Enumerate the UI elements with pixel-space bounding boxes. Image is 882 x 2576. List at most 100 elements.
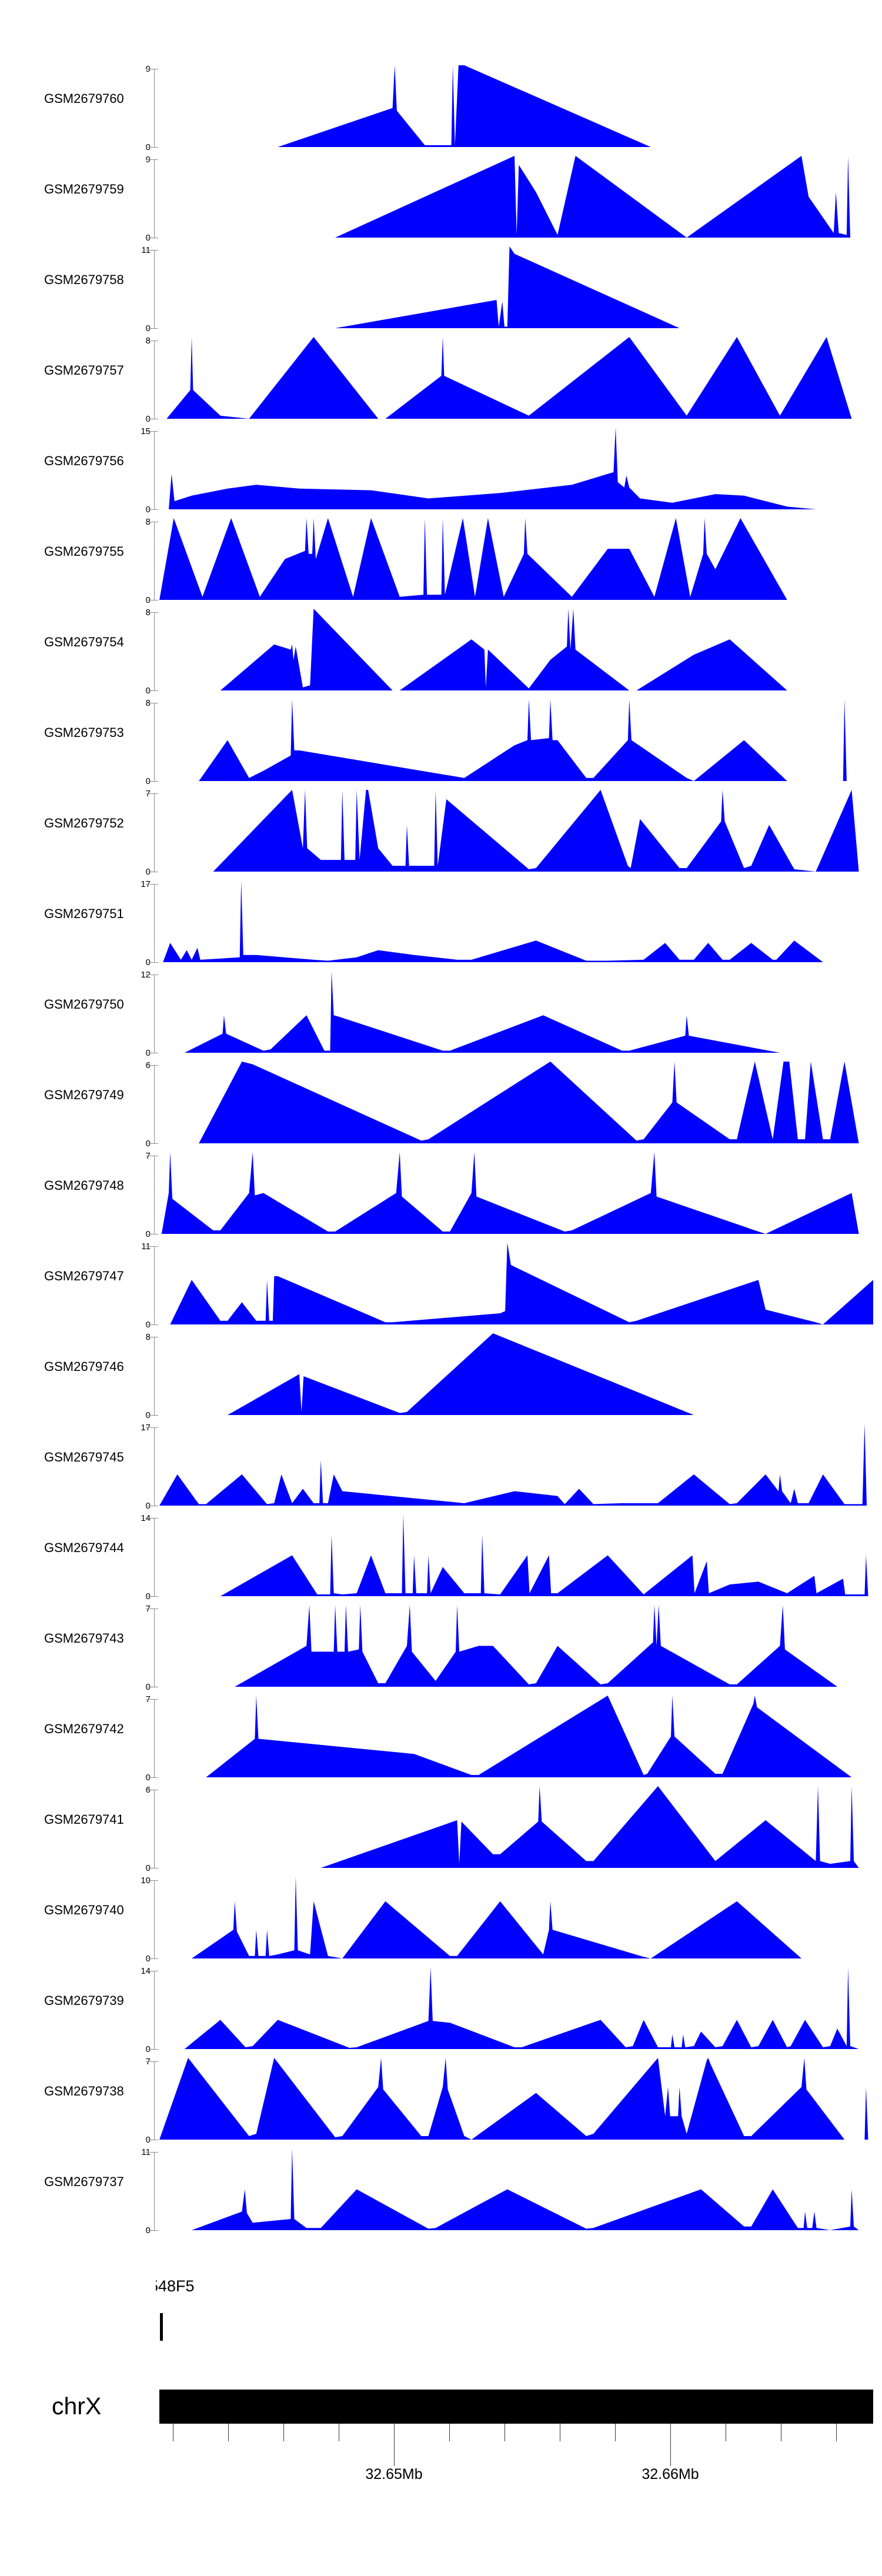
track-label: GSM2679737 <box>44 2174 124 2190</box>
track-label: GSM2679749 <box>44 1087 124 1103</box>
yaxis-top-tick <box>146 159 154 160</box>
annotation-feature-box <box>160 2313 163 2341</box>
yaxis-top-jog <box>154 250 158 251</box>
track-ymax-label: 15 <box>141 426 151 436</box>
yaxis-top-jog <box>154 431 158 432</box>
yaxis-top-jog <box>154 1427 158 1428</box>
track-label: GSM2679758 <box>44 272 124 288</box>
signal-area <box>156 1243 873 1324</box>
yaxis-line <box>154 2152 155 2230</box>
track-ymax-label: 14 <box>141 1966 151 1976</box>
track-row: GSM2679738 7 0 <box>0 2057 882 2148</box>
annotation-track-title-clip: 548F5 <box>156 2277 344 2298</box>
track-row: GSM2679741 6 0 <box>0 1785 882 1877</box>
signal-area <box>156 609 873 690</box>
track-ymin-label: 0 <box>106 414 151 424</box>
yaxis-bottom-jog <box>154 781 158 782</box>
track-ymin-label: 0 <box>106 867 151 877</box>
yaxis-line <box>154 1880 155 1958</box>
track-ymin-label: 0 <box>106 1501 151 1511</box>
track-row: GSM2679753 8 0 <box>0 698 882 790</box>
yaxis-top-tick <box>146 2061 154 2062</box>
yaxis-bottom-jog <box>154 1958 158 1959</box>
yaxis-line <box>154 2061 155 2140</box>
yaxis-top-jog <box>154 612 158 613</box>
yaxis-top-jog <box>154 1699 158 1700</box>
track-row: GSM2679746 8 0 <box>0 1332 882 1424</box>
yaxis-bottom-tick <box>146 1958 154 1959</box>
track-row: GSM2679752 7 0 <box>0 789 882 880</box>
signal-polygon <box>156 2058 873 2140</box>
signal-area <box>156 65 873 147</box>
yaxis-line <box>154 1337 155 1415</box>
yaxis-line <box>154 522 155 600</box>
yaxis-bottom-tick <box>146 781 154 782</box>
track-ymin-label: 0 <box>106 686 151 696</box>
track-label: GSM2679745 <box>44 1450 124 1465</box>
track-label: GSM2679739 <box>44 1993 124 2008</box>
track-ymin-label: 0 <box>106 1410 151 1420</box>
yaxis-bottom-jog <box>154 509 158 510</box>
signal-polygon <box>156 1967 873 2049</box>
signal-area <box>156 428 873 509</box>
yaxis-top-tick <box>146 1246 154 1247</box>
genome-axis-tick-label: 32.66Mb <box>642 2466 699 2482</box>
signal-polygon <box>156 1152 873 1234</box>
signal-area <box>156 518 873 600</box>
signal-polygon <box>156 1786 873 1868</box>
track-label: GSM2679751 <box>44 906 124 922</box>
yaxis-bottom-tick <box>146 1596 154 1597</box>
track-label: GSM2679746 <box>44 1359 124 1374</box>
yaxis-top-tick <box>146 612 154 613</box>
track-row: GSM2679759 9 0 <box>0 155 882 246</box>
track-ymax-label: 11 <box>141 2147 151 2157</box>
track-label: GSM2679741 <box>44 1812 124 1827</box>
track-row: GSM2679744 14 0 <box>0 1513 882 1605</box>
yaxis-line <box>154 159 155 238</box>
yaxis-top-tick <box>146 1065 154 1066</box>
track-ymax-label: 14 <box>141 1513 151 1523</box>
signal-polygon <box>156 1877 873 1958</box>
yaxis-line <box>154 793 155 872</box>
track-ymax-label: 7 <box>106 2057 151 2067</box>
yaxis-bottom-tick <box>146 962 154 963</box>
yaxis-top-tick <box>146 793 154 794</box>
track-ymax-label: 7 <box>106 789 151 799</box>
yaxis-bottom-tick <box>146 690 154 691</box>
signal-area <box>156 1333 873 1415</box>
yaxis-bottom-jog <box>154 2230 158 2231</box>
signal-polygon <box>156 1424 873 1506</box>
track-label: GSM2679743 <box>44 1631 124 1646</box>
signal-area <box>156 790 873 872</box>
signal-polygon <box>156 1062 873 1143</box>
track-row: GSM2679757 8 0 <box>0 336 882 428</box>
track-label: GSM2679754 <box>44 635 124 650</box>
signal-polygon <box>156 428 873 509</box>
signal-area <box>156 971 873 1053</box>
track-ymin-label: 0 <box>106 1139 151 1149</box>
signal-area <box>156 1424 873 1506</box>
yaxis-bottom-tick <box>146 1324 154 1325</box>
yaxis-line <box>154 1156 155 1234</box>
track-ymin-label: 0 <box>106 1682 151 1692</box>
track-row: GSM2679750 12 0 <box>0 970 882 1062</box>
track-ymax-label: 8 <box>106 698 151 708</box>
track-ymax-label: 11 <box>141 245 151 255</box>
genome-axis-major-tick <box>670 2424 671 2466</box>
track-ymax-label: 8 <box>106 608 151 618</box>
track-row: GSM2679748 7 0 <box>0 1151 882 1243</box>
track-ymax-label: 6 <box>106 1060 151 1070</box>
yaxis-line <box>154 1427 155 1506</box>
yaxis-bottom-jog <box>154 690 158 691</box>
track-ymin-label: 0 <box>106 2225 151 2235</box>
genome-axis-minor-tick <box>615 2424 616 2441</box>
yaxis-line <box>154 250 155 328</box>
yaxis-bottom-tick <box>146 2230 154 2231</box>
yaxis-line <box>154 69 155 147</box>
track-ymax-label: 17 <box>141 1423 151 1433</box>
signal-polygon <box>156 337 873 419</box>
yaxis-bottom-jog <box>154 2049 158 2050</box>
track-row: GSM2679739 14 0 <box>0 1966 882 2058</box>
track-ymin-label: 0 <box>106 1591 151 1601</box>
yaxis-bottom-tick <box>146 1415 154 1416</box>
